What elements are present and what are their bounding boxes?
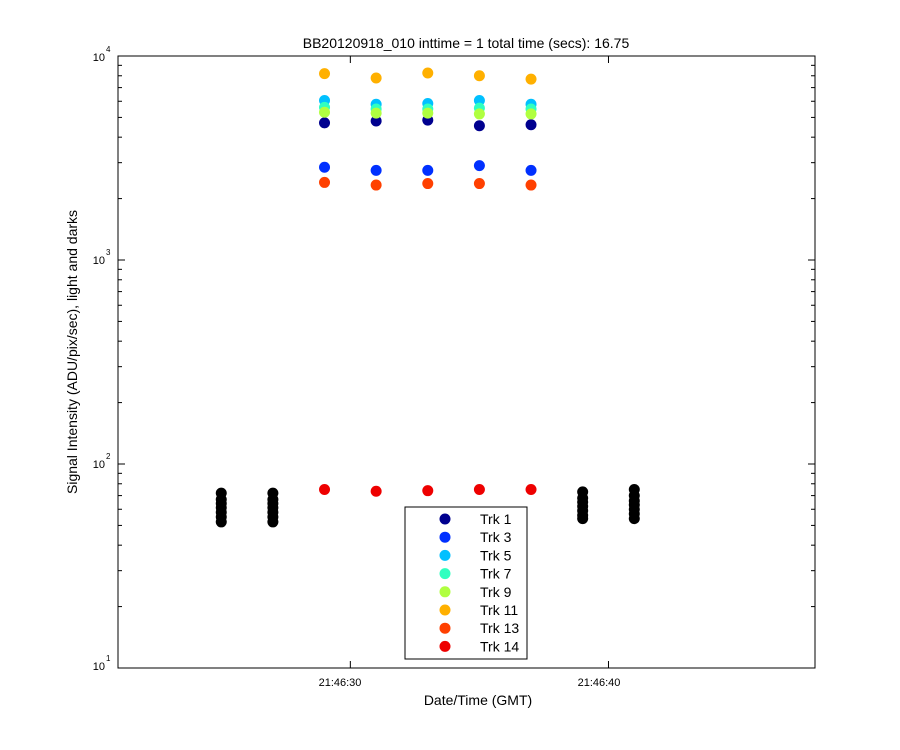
- legend-marker: [439, 531, 451, 543]
- legend-entries: Trk 1 Trk 3 Trk 5 Trk 7 Trk 9 Trk 11 Trk 13 Trk…: [439, 511, 519, 654]
- point-trk-1: [370, 115, 382, 127]
- point-trk-13: [319, 176, 331, 188]
- point-trk-1: [473, 120, 485, 132]
- y-tick-exponent: 2: [106, 452, 111, 461]
- legend-marker: [439, 640, 451, 652]
- point-trk-9: [525, 108, 537, 120]
- y-tick-label-10^2: 10 2: [93, 452, 111, 471]
- legend-item-trk-11: Trk 11: [439, 602, 518, 618]
- light-series: [319, 67, 537, 497]
- legend-label: Trk 9: [480, 584, 512, 600]
- point-trk-3: [473, 160, 485, 172]
- legend-item-trk-13: Trk 13: [439, 620, 519, 636]
- legend-marker: [439, 622, 451, 634]
- point-trk-13: [473, 178, 485, 190]
- legend-label: Trk 7: [480, 566, 512, 582]
- point-trk-9: [319, 106, 331, 118]
- y-tick-exponent: 3: [106, 248, 111, 257]
- point-trk-9: [422, 107, 434, 119]
- legend-marker: [439, 549, 451, 561]
- x-tick-label-21:46:30: 21:46:30: [319, 677, 362, 689]
- point-trk-9: [473, 108, 485, 120]
- point-trk-9: [370, 107, 382, 119]
- y-tick-label-10^1: 10 1: [93, 654, 111, 673]
- x-tick-label-21:46:40: 21:46:40: [578, 677, 621, 689]
- y-tick-base: 10: [93, 661, 105, 673]
- legend-label: Trk 13: [480, 620, 519, 636]
- legend-label: Trk 1: [480, 511, 512, 527]
- point-trk-3: [525, 164, 537, 176]
- legend-item-trk-14: Trk 14: [439, 638, 519, 654]
- y-tick-exponent: 4: [106, 45, 111, 54]
- axis-ticks: [118, 56, 815, 669]
- dark-measurements: [215, 483, 640, 528]
- legend: Trk 1 Trk 3 Trk 5 Trk 7 Trk 9 Trk 11 Trk 13 Trk…: [404, 506, 528, 660]
- dark-point: [215, 516, 227, 528]
- legend-item-trk-1: Trk 1: [439, 511, 512, 527]
- point-trk-13: [422, 178, 434, 190]
- y-tick-label-10^4: 10 4: [93, 45, 111, 64]
- legend-box: [404, 506, 528, 660]
- legend-label: Trk 3: [480, 529, 512, 545]
- point-trk-3: [422, 164, 434, 176]
- legend-label: Trk 5: [480, 547, 512, 563]
- point-trk-13: [370, 179, 382, 191]
- y-tick-base: 10: [93, 52, 105, 64]
- point-trk-1: [525, 119, 537, 131]
- chart-title: BB20120918_010 inttime = 1 total time (s…: [303, 35, 630, 51]
- legend-marker: [439, 586, 451, 598]
- y-tick-base: 10: [93, 255, 105, 267]
- legend-item-trk-3: Trk 3: [439, 529, 512, 545]
- y-tick-base: 10: [93, 459, 105, 471]
- legend-label: Trk 11: [480, 602, 518, 618]
- x-axis-label: Date/Time (GMT): [424, 692, 532, 708]
- point-trk-14: [473, 483, 485, 495]
- legend-label: Trk 14: [480, 638, 519, 654]
- point-trk-5: [473, 95, 485, 107]
- legend-item-trk-7: Trk 7: [439, 566, 512, 582]
- point-trk-1: [319, 117, 331, 129]
- point-trk-11: [319, 68, 331, 80]
- point-trk-11: [422, 67, 434, 79]
- dark-point: [628, 513, 640, 525]
- legend-marker: [439, 604, 451, 616]
- point-trk-3: [370, 164, 382, 176]
- point-trk-13: [525, 179, 537, 191]
- dark-point: [267, 516, 279, 528]
- point-trk-14: [525, 483, 537, 495]
- legend-marker: [439, 513, 451, 525]
- point-trk-11: [473, 70, 485, 82]
- point-trk-14: [422, 485, 434, 497]
- point-trk-11: [525, 73, 537, 85]
- point-trk-3: [319, 161, 331, 173]
- point-trk-14: [319, 483, 331, 495]
- y-tick-label-10^3: 10 3: [93, 248, 111, 267]
- legend-marker: [439, 568, 451, 580]
- point-trk-11: [370, 72, 382, 84]
- legend-item-trk-5: Trk 5: [439, 547, 512, 563]
- y-tick-exponent: 1: [106, 654, 111, 663]
- point-trk-14: [370, 485, 382, 497]
- legend-item-trk-9: Trk 9: [439, 584, 512, 600]
- y-axis-label: Signal Intensity (ADU/pix/sec), light an…: [64, 210, 80, 494]
- dark-point: [577, 513, 589, 525]
